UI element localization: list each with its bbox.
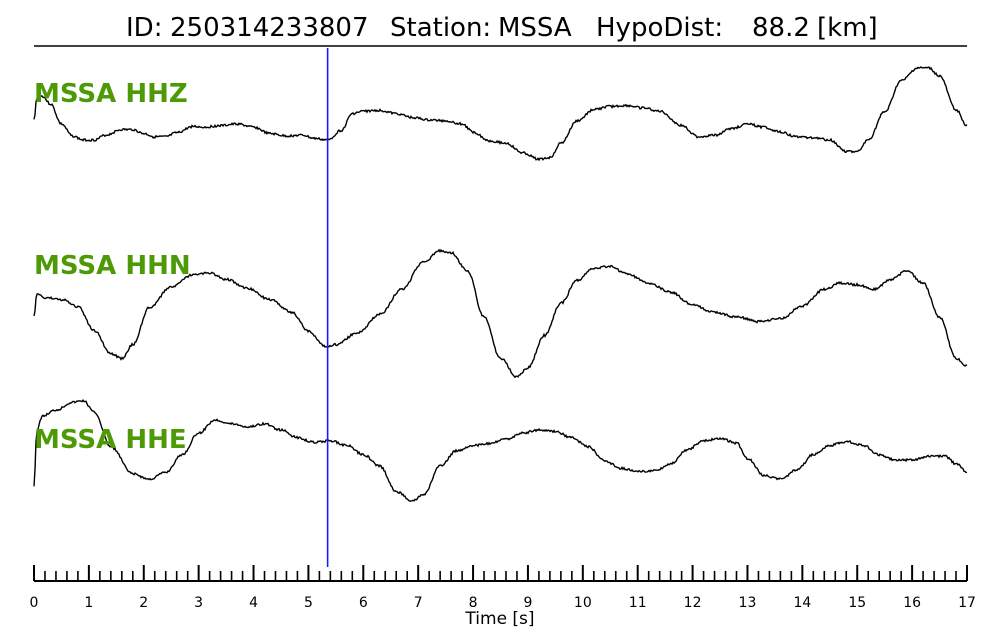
x-tick-label: 1	[84, 595, 93, 611]
x-tick-label: 4	[249, 595, 258, 611]
x-tick-label: 16	[903, 595, 921, 611]
hypodist-label: HypoDist:	[596, 13, 723, 43]
x-tick-label: 15	[848, 595, 866, 611]
x-tick-label: 17	[958, 595, 976, 611]
x-tick-label: 13	[739, 595, 757, 611]
figure-title: ID: 250314233807 Station: MSSA HypoDist:…	[126, 13, 878, 43]
x-tick-label: 5	[304, 595, 313, 611]
x-tick-label: 9	[523, 595, 532, 611]
hypodist-unit: [km]	[817, 13, 878, 43]
x-axis-label: Time [s]	[464, 609, 534, 629]
x-tick-label: 8	[469, 595, 478, 611]
trace-line-3	[33, 399, 968, 502]
station-value: MSSA	[498, 13, 572, 43]
x-tick-label: 11	[629, 595, 647, 611]
trace-group	[33, 66, 968, 502]
x-tick-label: 3	[194, 595, 203, 611]
trace-line-2	[33, 248, 968, 379]
event-id-label: ID:	[126, 13, 162, 43]
trace-label-3: MSSA HHE	[34, 425, 187, 455]
station-label: Station:	[390, 13, 491, 43]
x-tick-label: 7	[414, 595, 423, 611]
x-tick-label: 14	[793, 595, 811, 611]
trace-label-2: MSSA HHN	[34, 251, 191, 281]
x-tick-label: 6	[359, 595, 368, 611]
trace-label-group: MSSA HHZ MSSA HHN MSSA HHE	[34, 79, 191, 455]
trace-line-1	[33, 66, 968, 162]
x-tick-label: 2	[139, 595, 148, 611]
time-axis: 0 1 2 3 4 5 6 7 8 9 10 11 12 13 14 15 16 17	[30, 565, 976, 611]
hypodist-value: 88.2	[752, 13, 810, 43]
x-tick-label: 12	[684, 595, 702, 611]
event-id-value: 250314233807	[170, 13, 369, 43]
trace-label-1: MSSA HHZ	[34, 79, 188, 109]
x-tick-label: 0	[30, 595, 39, 611]
x-tick-label: 10	[574, 595, 592, 611]
